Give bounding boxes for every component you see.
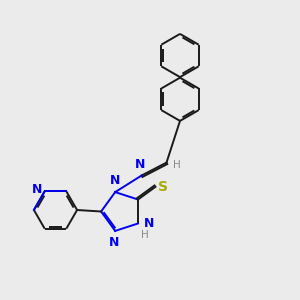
Text: N: N bbox=[143, 217, 154, 230]
Text: H: H bbox=[173, 160, 181, 170]
Text: N: N bbox=[109, 236, 119, 249]
Text: S: S bbox=[158, 180, 168, 194]
Text: N: N bbox=[135, 158, 145, 171]
Text: N: N bbox=[32, 183, 42, 196]
Text: H: H bbox=[141, 230, 148, 240]
Text: N: N bbox=[110, 174, 120, 187]
